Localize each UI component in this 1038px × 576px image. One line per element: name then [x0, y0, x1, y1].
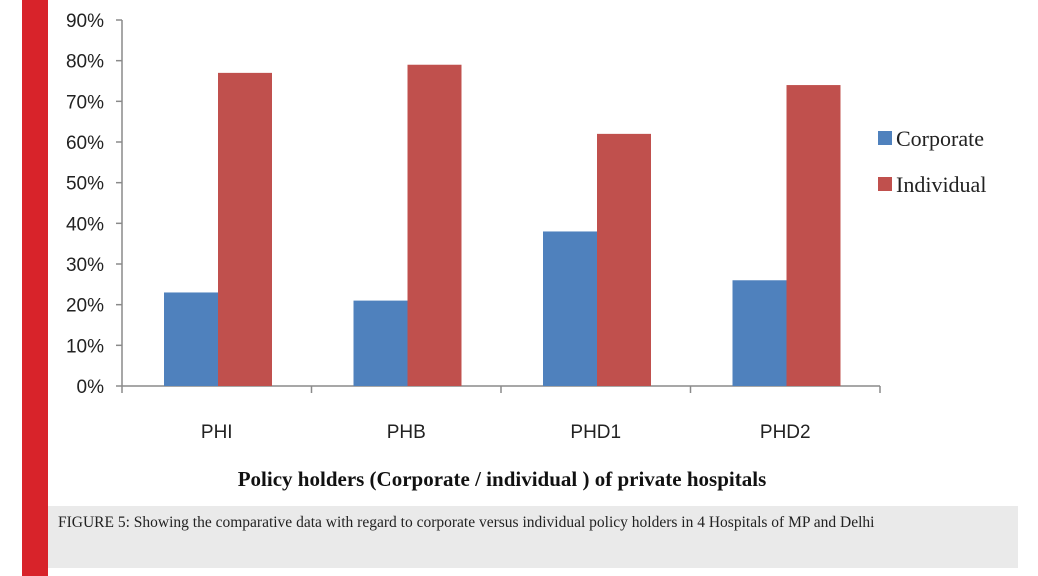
category-label: PHI [201, 422, 233, 443]
bar-individual-phb [407, 64, 462, 386]
y-tick-label: 50% [66, 174, 104, 195]
category-label: PHD2 [760, 422, 811, 443]
legend: Corporate Individual [878, 126, 986, 197]
bar-individual-phd1 [597, 133, 651, 386]
y-tick-label: 60% [66, 133, 104, 154]
bar-corporate-phb [353, 300, 408, 386]
y-tick-label: 40% [66, 214, 104, 235]
category-labels: PHI PHB PHD1 PHD2 [201, 422, 811, 443]
bar-individual-phi [218, 72, 272, 386]
bar-corporate-phd2 [732, 280, 787, 386]
category-label: PHB [387, 422, 426, 443]
x-axis-label: Policy holders (Corporate / individual )… [238, 467, 767, 491]
y-tick-label: 20% [66, 296, 104, 317]
y-tick-label: 30% [66, 255, 104, 276]
y-tick-label: 70% [66, 92, 104, 113]
legend-label-individual: Individual [896, 172, 986, 197]
y-tick-label: 10% [66, 336, 104, 357]
red-side-bar [22, 0, 48, 576]
bar-individual-phd2 [786, 85, 841, 387]
bars [164, 64, 841, 387]
bar-corporate-phi [164, 292, 218, 386]
legend-label-corporate: Corporate [896, 126, 984, 151]
y-tick-label: 0% [77, 377, 105, 398]
y-tick-label: 90% [66, 11, 104, 32]
legend-swatch-corporate [878, 131, 892, 145]
y-tick-label: 80% [66, 52, 104, 73]
bar-chart: 0% 10% 20% 30% 40% 50% 60% 70% 80% 90% PHI PHB PHD1… [66, 11, 986, 491]
category-label: PHD1 [570, 422, 621, 443]
legend-swatch-individual [878, 177, 892, 191]
y-axis: 0% 10% 20% 30% 40% 50% 60% 70% 80% 90% [66, 11, 123, 398]
bar-corporate-phd1 [543, 231, 597, 386]
figure-caption: FIGURE 5: Showing the comparative data w… [48, 506, 1018, 568]
x-axis [121, 385, 881, 393]
